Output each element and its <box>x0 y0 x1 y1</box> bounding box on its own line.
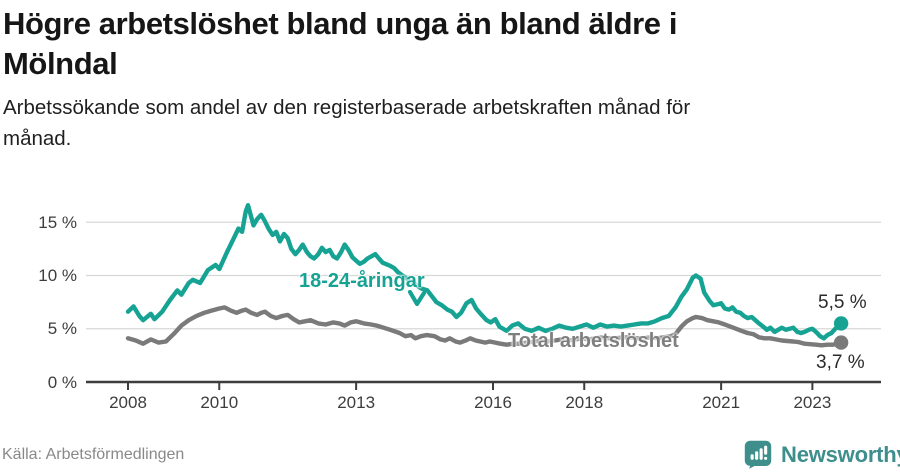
series-line-youth <box>125 202 844 341</box>
brand-wordmark: Newsworthy <box>781 441 900 467</box>
y-tick-label: 15 % <box>38 212 77 232</box>
subtitle-line-2: månad. <box>3 127 72 150</box>
down-arrow-icon <box>407 290 427 307</box>
x-tick-label: 2018 <box>565 393 604 412</box>
chart-subtitle: Arbetssökande som andel av den registerb… <box>3 92 823 154</box>
series-line-total <box>125 305 844 348</box>
y-tick-label: 0 % <box>47 372 77 392</box>
source-text: Källa: Arbetsförmedlingen <box>2 446 185 463</box>
series-label-youth: 18-24-åringar <box>299 270 425 292</box>
y-tick-label: 5 % <box>47 319 77 339</box>
newsworthy-logo[interactable]: Newsworthy <box>744 440 900 469</box>
end-value-label-youth: 5,5 % <box>818 292 867 313</box>
series-end-dot-total <box>833 335 849 350</box>
newsworthy-icon <box>744 440 772 469</box>
end-value-label-total: 3,7 % <box>816 352 865 373</box>
page-title: Högre arbetslöshet bland unga än bland ä… <box>3 4 883 84</box>
title-line-1: Högre arbetslöshet bland unga än bland ä… <box>3 6 678 41</box>
subtitle-line-1: Arbetssökande som andel av den registerb… <box>3 96 691 119</box>
x-tick-label: 2010 <box>200 393 239 412</box>
x-tick-label: 2016 <box>474 393 512 412</box>
y-tick-label: 10 % <box>38 266 77 285</box>
x-tick-label: 2008 <box>109 393 147 412</box>
series-end-dot-youth <box>833 316 849 331</box>
x-tick-label: 2023 <box>793 393 832 412</box>
x-tick-label: 2021 <box>702 393 741 412</box>
series-label-total: Total arbetslöshet <box>508 330 679 352</box>
title-line-2: Mölndal <box>3 46 118 81</box>
x-tick-label: 2013 <box>337 393 376 412</box>
